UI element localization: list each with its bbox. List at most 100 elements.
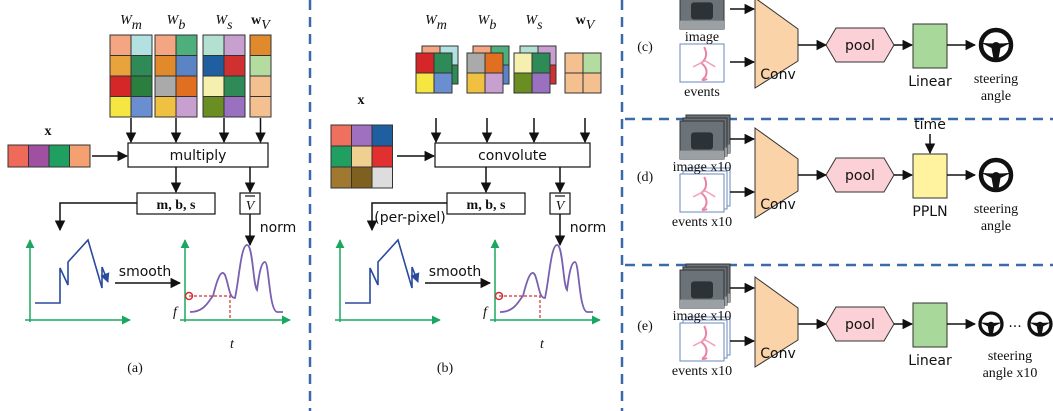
head-label: PPLN: [912, 204, 947, 220]
weight-cell: [110, 76, 131, 97]
weight-label: Wm: [120, 13, 142, 33]
weight-cell: [485, 53, 503, 73]
input-label: image x10: [673, 309, 732, 324]
weight-cell: [532, 73, 550, 93]
output-label: angle: [981, 89, 1011, 104]
smoothed-signal: [500, 245, 593, 312]
image-car: [691, 132, 713, 149]
x-axis-label: t: [230, 337, 235, 352]
weight-cell: [565, 73, 583, 93]
output-label: angle x10: [983, 366, 1038, 381]
weight-cell: [176, 76, 197, 97]
input-cell: [331, 146, 352, 167]
weight-cell: [514, 73, 532, 93]
weight-sub: V: [586, 18, 596, 33]
weight-cell: [131, 76, 152, 97]
input-label: image: [685, 30, 719, 45]
weight-sub: V: [261, 18, 271, 33]
weight-label: Ws: [215, 13, 233, 33]
weight-cell: [250, 56, 271, 77]
input-cell: [8, 145, 29, 167]
input-cell: [29, 145, 50, 167]
weight-cell: [131, 35, 152, 56]
output-label: steering: [974, 72, 1018, 87]
operation-label: convolute: [478, 148, 547, 164]
weight-cell: [176, 97, 197, 118]
image-car: [691, 281, 713, 298]
input-cell: [372, 146, 393, 167]
weight-cell: [467, 73, 485, 93]
weight-cell: [155, 35, 176, 56]
weight-sub: m: [437, 18, 447, 33]
weight-cell: [224, 97, 245, 118]
smooth-label: smooth: [429, 264, 481, 280]
steering-wheel-icon: [981, 30, 1011, 60]
weight-cell: [155, 56, 176, 77]
weight-cell: [467, 53, 485, 73]
input-cell: [70, 145, 91, 167]
weight-cell: [416, 73, 434, 93]
weight-cell: [224, 76, 245, 97]
pool-label: pool: [845, 317, 875, 333]
steering-wheel-icon: [1029, 313, 1051, 335]
weight-label: Wb: [167, 13, 186, 33]
pool-label: pool: [845, 168, 875, 184]
weight-sub: b: [489, 18, 496, 33]
weight-cell: [110, 97, 131, 118]
head-block: [913, 24, 947, 68]
weight-cell: [203, 56, 224, 77]
norm-symbol: V: [556, 199, 566, 214]
steering-wheel-icon: [980, 313, 1002, 335]
input-cell: [49, 145, 70, 167]
weight-cell: [250, 76, 271, 97]
weight-sub: s: [227, 18, 233, 33]
weight-label: wV: [251, 13, 271, 33]
connector: [60, 203, 137, 230]
conv-label: Conv: [760, 197, 796, 213]
conv-label: Conv: [760, 67, 796, 83]
output-label: angle: [981, 219, 1011, 234]
weight-sub: m: [132, 18, 142, 33]
panel-label: (a): [127, 361, 143, 376]
weight-cell: [565, 53, 583, 73]
image-road: [680, 21, 724, 29]
weight-cell: [224, 35, 245, 56]
output-label: steering: [974, 202, 1018, 217]
image-road: [680, 151, 724, 159]
operation-label: multiply: [170, 148, 227, 164]
params-label: m, b, s: [467, 198, 506, 213]
head-label: Linear: [908, 74, 952, 90]
weight-cell: [224, 56, 245, 77]
input-label: events x10: [672, 364, 732, 379]
y-axis-label: f: [173, 305, 179, 320]
weight-cell: [110, 56, 131, 77]
raw-signal: [345, 240, 418, 303]
raw-signal: [35, 240, 108, 303]
time-label: time: [914, 117, 946, 133]
norm-symbol: V: [246, 199, 256, 214]
figure: WmWbWswVxmultiplym, b, sVnormsmoothft(a)…: [0, 0, 1053, 411]
weight-cell: [514, 53, 532, 73]
input-label: x: [45, 124, 52, 139]
weight-label: Wb: [478, 13, 497, 33]
weight-cell: [203, 97, 224, 118]
weight-cell: [583, 53, 601, 73]
steering-wheel-icon: [981, 160, 1011, 190]
weight-label: wV: [576, 13, 596, 33]
image-road: [680, 300, 724, 308]
input-label: image x10: [673, 160, 732, 175]
input-label: x: [358, 93, 365, 108]
weight-cell: [131, 56, 152, 77]
image-car: [691, 2, 713, 19]
weight-cell: [131, 97, 152, 118]
input-cell: [352, 167, 373, 188]
head-block: [913, 303, 947, 347]
ellipsis: ...: [1008, 315, 1021, 331]
weight-cell: [176, 35, 197, 56]
per-pixel-label: (per-pixel): [374, 210, 445, 226]
panel-label: (d): [637, 170, 654, 185]
head-label: Linear: [908, 353, 952, 369]
smooth-label: smooth: [119, 264, 171, 280]
input-cell: [331, 167, 352, 188]
weight-sub: b: [178, 18, 185, 33]
